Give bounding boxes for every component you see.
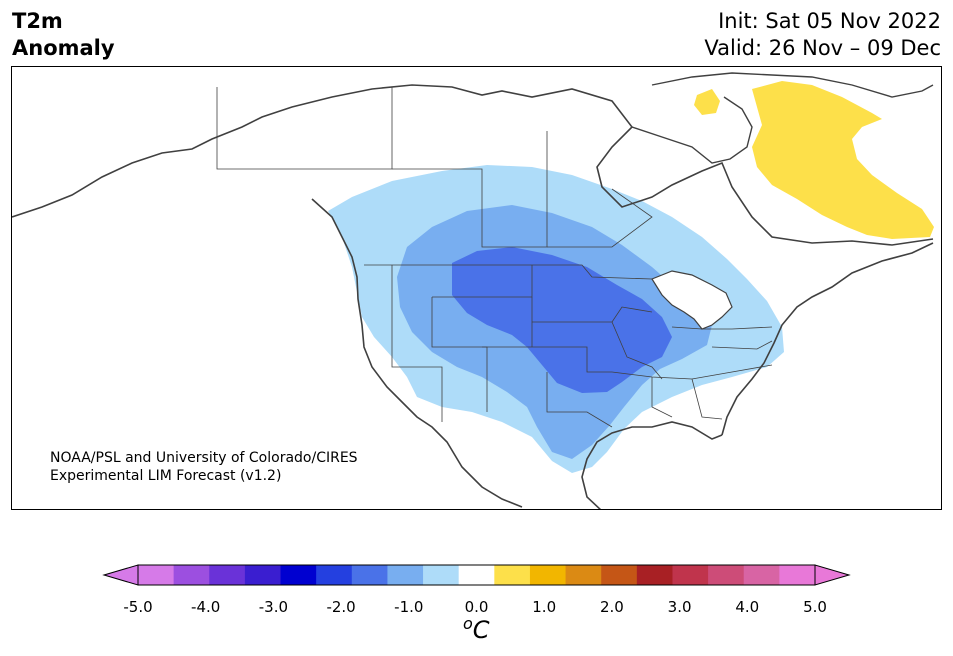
colorbar-tick-label: 4.0: [735, 598, 760, 616]
colorbar-units: oC: [463, 614, 490, 644]
colorbar-cell: [458, 565, 495, 585]
hudson-bay-outline: [631, 96, 753, 164]
arctic-islands: [651, 72, 934, 98]
colorbar-tick-label: 2.0: [599, 598, 624, 616]
anomaly-region-yellow-small: [694, 89, 720, 115]
map-title: T2m Anomaly: [12, 8, 115, 62]
init-date: Init: Sat 05 Nov 2022: [718, 9, 941, 33]
admin-boundaries: [216, 87, 773, 428]
colorbar-tick-label: -4.0: [191, 598, 221, 616]
colorbar-tick-labels: -5.0 -4.0 -3.0 -2.0 -1.0 0.0 1.0 2.0 3.0 4.0 5.0: [0, 598, 953, 616]
great-lakes: [651, 270, 733, 330]
colorbar-cell: [565, 565, 602, 585]
colorbar-cell: [601, 565, 638, 585]
map-panel: NOAA/PSL and University of Colorado/CIRE…: [11, 66, 942, 510]
coastline-west: [311, 198, 523, 508]
colorbar-over-arrow: [814, 564, 851, 586]
units-letter: C: [472, 616, 490, 644]
colorbar-cell: [138, 565, 175, 585]
colorbar-tick-label: -2.0: [326, 598, 356, 616]
colorbar-under-arrow: [102, 564, 139, 586]
colorbar-tick-label: -5.0: [123, 598, 153, 616]
anomaly-map: [12, 72, 934, 509]
valid-range: Valid: 26 Nov – 09 Dec: [704, 36, 941, 60]
forecast-dates: Init: Sat 05 Nov 2022 Valid: 26 Nov – 09…: [704, 8, 941, 62]
colorbar-cell: [387, 565, 424, 585]
colorbar-cell: [636, 565, 673, 585]
colorbar-cell: [209, 565, 246, 585]
colorbar-tick-label: 5.0: [803, 598, 827, 616]
colorbar-frame: [137, 564, 816, 586]
colorbar-cell: [708, 565, 745, 585]
colorbar-tick-label: 3.0: [667, 598, 692, 616]
colorbar-tick-label: 1.0: [532, 598, 557, 616]
colorbar-cell: [173, 565, 210, 585]
colorbar-cell: [280, 565, 317, 585]
colorbar-tick-label: -1.0: [394, 598, 424, 616]
colorbar-cell: [672, 565, 709, 585]
colorbar-tick-label: 0.0: [464, 598, 489, 616]
credit-line-1: NOAA/PSL and University of Colorado/CIRE…: [50, 450, 358, 466]
units-degree: o: [463, 614, 473, 633]
coastline-north: [12, 84, 934, 246]
colorbar-cell: [529, 565, 567, 585]
coastline-east: [721, 242, 934, 436]
anomaly-region-yellow: [752, 81, 934, 239]
colorbar-cell: [316, 565, 353, 585]
colorbar-cells: [138, 565, 816, 585]
anomaly-region-dark-blue: [452, 247, 672, 393]
colorbar: [102, 564, 851, 586]
colorbar-tick-label: -3.0: [258, 598, 289, 616]
credit-line-2: Experimental LIM Forecast (v1.2): [50, 468, 282, 484]
colorbar-cell: [423, 565, 460, 585]
credit-text: NOAA/PSL and University of Colorado/CIRE…: [50, 449, 358, 485]
colorbar-cell: [494, 565, 531, 585]
colorbar-cell: [779, 565, 816, 585]
colorbar-cell: [244, 565, 282, 585]
coastline-gulf: [581, 421, 723, 509]
title-line-2: Anomaly: [12, 36, 115, 60]
title-line-1: T2m: [12, 9, 63, 33]
colorbar-cell: [351, 565, 388, 585]
colorbar-cell: [743, 565, 780, 585]
